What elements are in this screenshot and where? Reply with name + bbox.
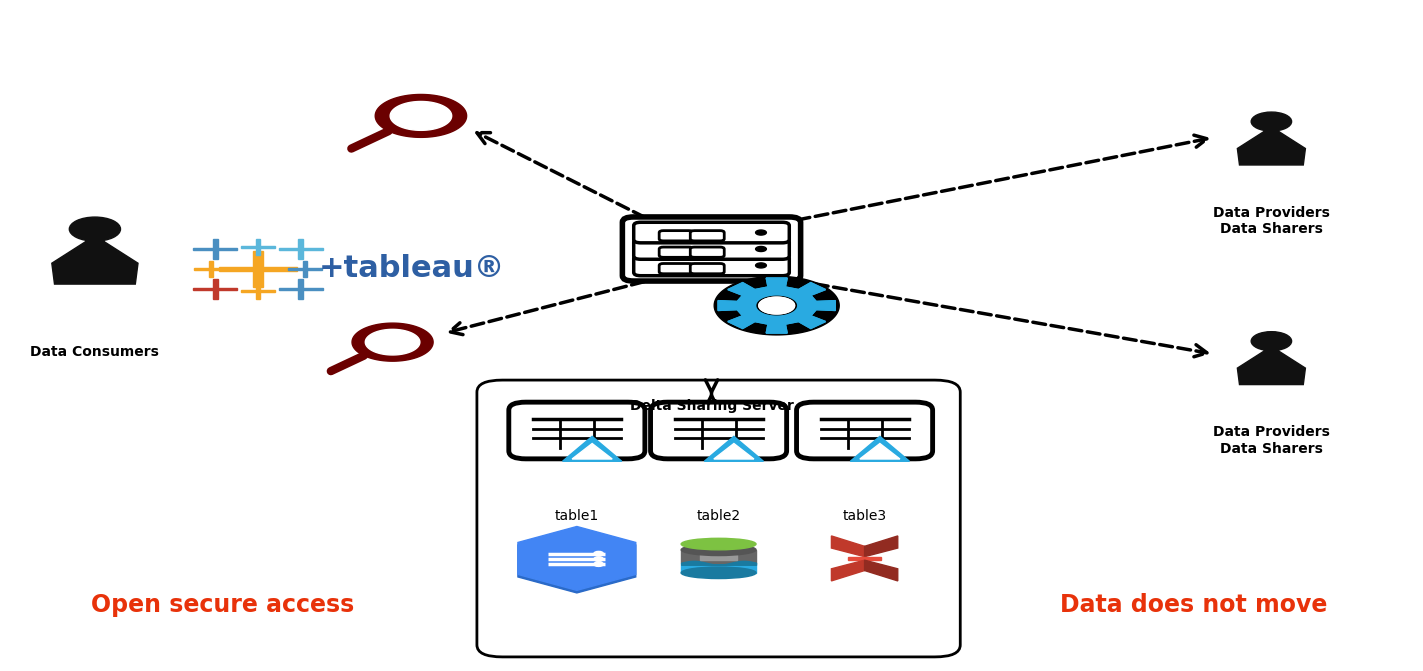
- Bar: [256, 239, 260, 255]
- Polygon shape: [376, 95, 467, 138]
- Polygon shape: [51, 242, 138, 284]
- FancyBboxPatch shape: [622, 217, 801, 281]
- Polygon shape: [572, 444, 612, 459]
- Polygon shape: [562, 436, 622, 461]
- Bar: [194, 248, 236, 250]
- Circle shape: [756, 263, 767, 268]
- Polygon shape: [700, 553, 737, 560]
- Polygon shape: [682, 563, 756, 573]
- Circle shape: [756, 230, 767, 235]
- Polygon shape: [1238, 132, 1305, 165]
- Bar: [279, 248, 323, 250]
- Polygon shape: [719, 278, 835, 333]
- FancyBboxPatch shape: [477, 380, 961, 657]
- FancyBboxPatch shape: [690, 247, 724, 257]
- FancyBboxPatch shape: [659, 247, 693, 257]
- Polygon shape: [366, 329, 420, 355]
- Polygon shape: [714, 276, 840, 335]
- Circle shape: [756, 246, 767, 252]
- FancyBboxPatch shape: [659, 231, 693, 241]
- Polygon shape: [390, 101, 451, 130]
- Polygon shape: [758, 297, 794, 314]
- Bar: [253, 251, 263, 287]
- Text: table3: table3: [842, 509, 887, 523]
- Polygon shape: [851, 436, 909, 461]
- Polygon shape: [848, 557, 881, 560]
- Polygon shape: [1264, 347, 1279, 351]
- FancyBboxPatch shape: [633, 255, 790, 276]
- Bar: [194, 288, 236, 291]
- Bar: [240, 290, 275, 292]
- Polygon shape: [757, 297, 797, 315]
- FancyBboxPatch shape: [797, 402, 932, 459]
- Circle shape: [1251, 112, 1292, 131]
- Bar: [287, 268, 322, 270]
- Polygon shape: [682, 550, 756, 563]
- Text: table1: table1: [555, 509, 599, 523]
- FancyBboxPatch shape: [509, 402, 645, 459]
- FancyBboxPatch shape: [690, 231, 724, 241]
- Bar: [303, 261, 307, 277]
- FancyBboxPatch shape: [633, 239, 790, 259]
- Bar: [212, 239, 218, 259]
- FancyBboxPatch shape: [650, 402, 787, 459]
- FancyBboxPatch shape: [805, 406, 924, 423]
- Text: Delta Sharing Server: Delta Sharing Server: [629, 399, 794, 413]
- Polygon shape: [1238, 351, 1305, 384]
- Polygon shape: [865, 560, 898, 581]
- Bar: [256, 283, 260, 299]
- FancyBboxPatch shape: [633, 222, 790, 243]
- Bar: [209, 261, 213, 277]
- Text: +tableau®: +tableau®: [319, 254, 505, 283]
- Bar: [299, 239, 303, 259]
- FancyBboxPatch shape: [518, 406, 636, 423]
- FancyBboxPatch shape: [659, 406, 778, 423]
- Polygon shape: [758, 297, 794, 314]
- Ellipse shape: [682, 544, 756, 556]
- Circle shape: [70, 217, 121, 241]
- Text: table2: table2: [696, 509, 740, 523]
- Text: Data does not move: Data does not move: [1060, 593, 1328, 617]
- Polygon shape: [831, 560, 865, 581]
- Ellipse shape: [682, 567, 756, 578]
- Circle shape: [593, 557, 603, 562]
- Bar: [279, 288, 323, 291]
- Polygon shape: [85, 237, 104, 242]
- Polygon shape: [704, 436, 764, 461]
- Polygon shape: [714, 444, 754, 459]
- Bar: [299, 279, 303, 299]
- Circle shape: [1251, 331, 1292, 351]
- Circle shape: [593, 552, 603, 556]
- Polygon shape: [865, 536, 898, 557]
- Bar: [219, 266, 297, 271]
- Bar: [240, 246, 275, 248]
- Ellipse shape: [682, 538, 756, 550]
- Bar: [212, 279, 218, 299]
- Polygon shape: [831, 536, 865, 557]
- Polygon shape: [518, 527, 636, 590]
- Text: Data Providers
Data Sharers: Data Providers Data Sharers: [1212, 425, 1331, 456]
- Text: Data Consumers: Data Consumers: [30, 346, 159, 360]
- Polygon shape: [859, 444, 899, 459]
- Polygon shape: [719, 278, 835, 333]
- Bar: [194, 268, 228, 270]
- Text: Open secure access: Open secure access: [91, 593, 354, 617]
- Polygon shape: [518, 529, 636, 593]
- FancyBboxPatch shape: [690, 264, 724, 274]
- Text: Data Providers
Data Sharers: Data Providers Data Sharers: [1212, 206, 1331, 236]
- Polygon shape: [351, 323, 433, 361]
- FancyBboxPatch shape: [659, 264, 693, 274]
- Polygon shape: [1264, 127, 1279, 132]
- Circle shape: [593, 562, 603, 566]
